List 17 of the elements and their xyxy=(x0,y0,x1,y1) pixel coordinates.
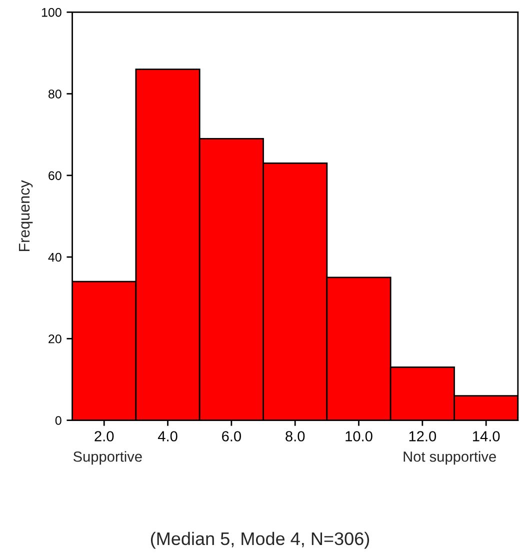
y-axis-title: Frequency xyxy=(18,180,33,252)
text: Supportive xyxy=(73,451,142,465)
x-tick-label: 4.0 xyxy=(158,431,178,442)
x-tick-label: 12.0 xyxy=(409,431,436,442)
y-tick-label: 80 xyxy=(48,90,62,98)
x-tick-label: 10.0 xyxy=(346,431,372,442)
x-tick-label: 2.0 xyxy=(94,431,114,442)
y-tick-label: 0 xyxy=(55,416,62,425)
y-tick-label: 40 xyxy=(48,252,62,262)
x-tick-label: 8.0 xyxy=(286,431,305,442)
x-tick-label: 14.0 xyxy=(473,431,500,442)
y-tick-label: 20 xyxy=(48,334,62,344)
text: (Median 5, Mode 4, N=306) xyxy=(150,532,370,549)
y-tick-label: 100 xyxy=(42,8,62,17)
y-tick-label: 60 xyxy=(48,171,62,180)
x-tick-label: 6.0 xyxy=(222,431,242,442)
text: Not supportive xyxy=(404,451,496,465)
